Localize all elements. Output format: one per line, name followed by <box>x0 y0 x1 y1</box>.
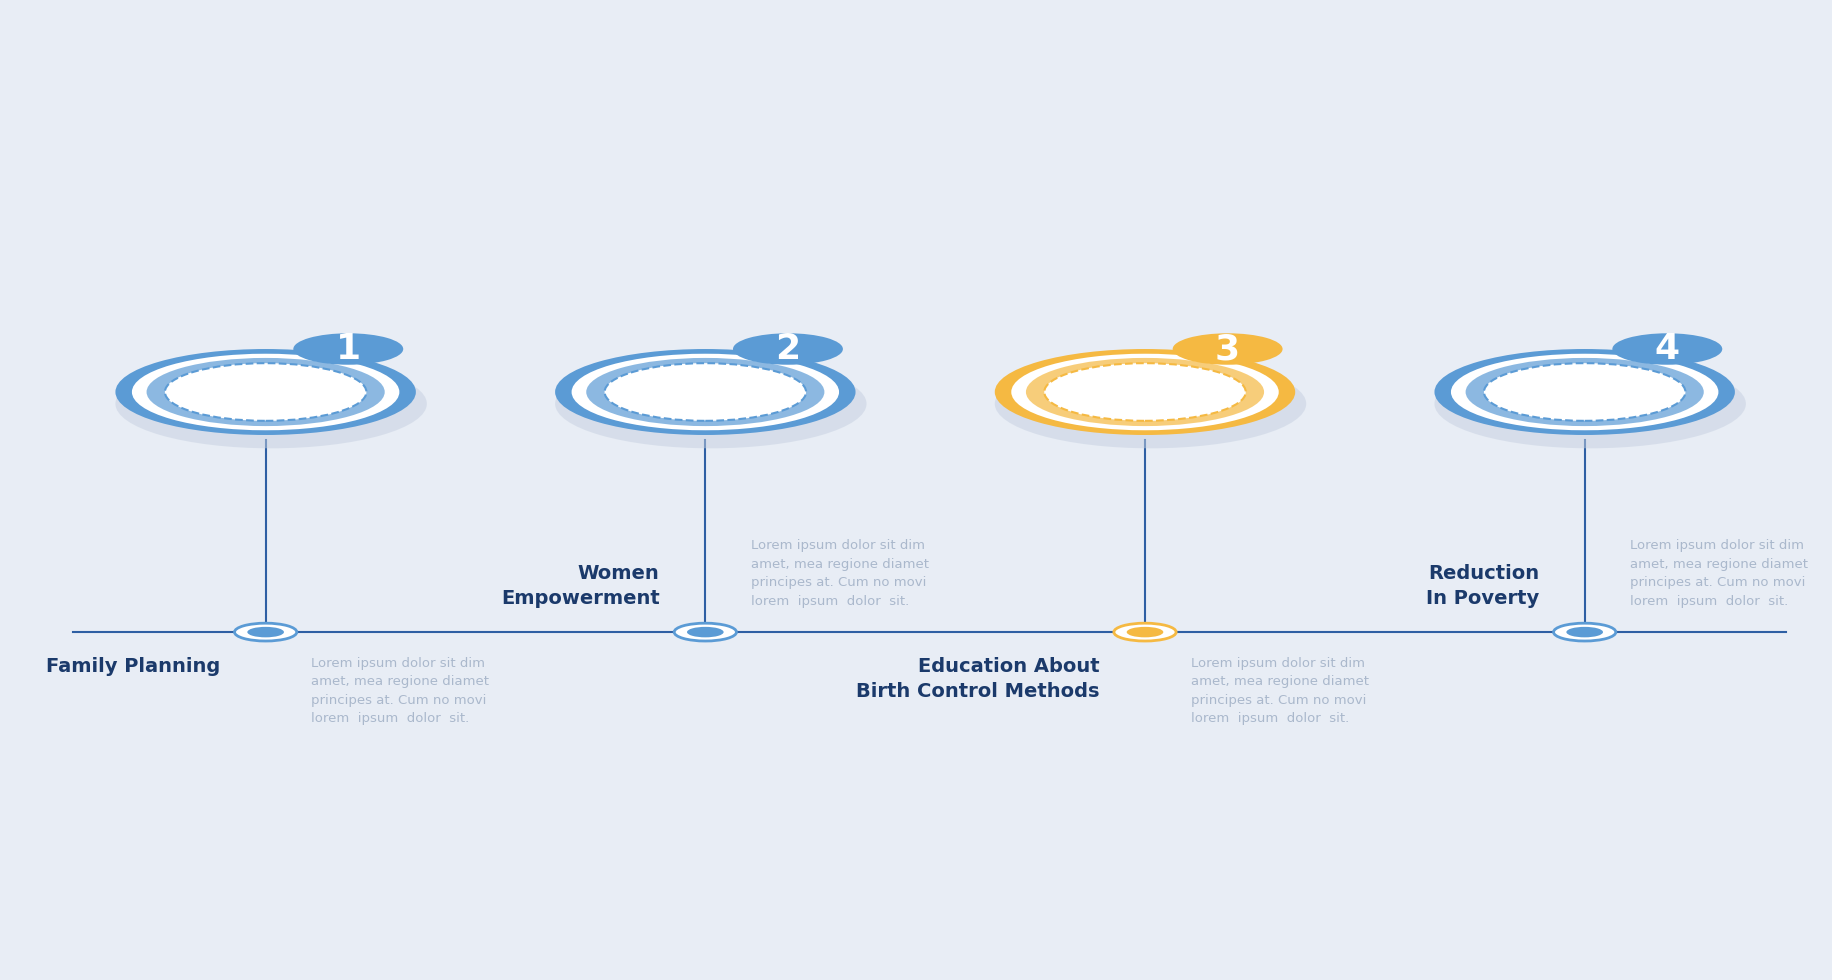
Ellipse shape <box>115 360 427 448</box>
Ellipse shape <box>995 349 1295 435</box>
Ellipse shape <box>147 358 385 426</box>
Ellipse shape <box>1484 364 1685 420</box>
Ellipse shape <box>555 349 856 435</box>
Ellipse shape <box>1114 623 1176 641</box>
Text: Lorem ipsum dolor sit dim
amet, mea regione diamet
principes at. Cum no movi
lor: Lorem ipsum dolor sit dim amet, mea regi… <box>1630 539 1808 608</box>
Text: 2: 2 <box>775 332 801 366</box>
Text: Women
Empowerment: Women Empowerment <box>500 564 660 608</box>
Ellipse shape <box>733 333 843 365</box>
Text: Lorem ipsum dolor sit dim
amet, mea regione diamet
principes at. Cum no movi
lor: Lorem ipsum dolor sit dim amet, mea regi… <box>751 539 929 608</box>
Text: Reduction
In Poverty: Reduction In Poverty <box>1425 564 1539 608</box>
Ellipse shape <box>293 333 403 365</box>
Ellipse shape <box>234 623 297 641</box>
Ellipse shape <box>1566 627 1603 637</box>
Ellipse shape <box>1466 358 1704 426</box>
Ellipse shape <box>586 358 824 426</box>
Text: 3: 3 <box>1215 332 1240 366</box>
Ellipse shape <box>1554 623 1616 641</box>
Ellipse shape <box>1451 354 1718 430</box>
Ellipse shape <box>1011 354 1279 430</box>
Ellipse shape <box>674 623 736 641</box>
Ellipse shape <box>555 360 867 448</box>
Ellipse shape <box>165 364 366 420</box>
Text: 1: 1 <box>335 332 361 366</box>
Text: 4: 4 <box>1654 332 1680 366</box>
Text: Family Planning: Family Planning <box>46 657 220 675</box>
Text: Lorem ipsum dolor sit dim
amet, mea regione diamet
principes at. Cum no movi
lor: Lorem ipsum dolor sit dim amet, mea regi… <box>1191 657 1369 725</box>
Ellipse shape <box>1127 627 1163 637</box>
Ellipse shape <box>247 627 284 637</box>
Ellipse shape <box>605 364 806 420</box>
Ellipse shape <box>1044 364 1246 420</box>
Ellipse shape <box>1612 333 1722 365</box>
Text: Lorem ipsum dolor sit dim
amet, mea regione diamet
principes at. Cum no movi
lor: Lorem ipsum dolor sit dim amet, mea regi… <box>311 657 489 725</box>
Ellipse shape <box>687 627 724 637</box>
Ellipse shape <box>995 360 1306 448</box>
Ellipse shape <box>132 354 399 430</box>
Ellipse shape <box>1434 349 1735 435</box>
Ellipse shape <box>1172 333 1282 365</box>
Ellipse shape <box>1434 360 1746 448</box>
Text: Education About
Birth Control Methods: Education About Birth Control Methods <box>856 657 1099 701</box>
Ellipse shape <box>1026 358 1264 426</box>
Ellipse shape <box>572 354 839 430</box>
Ellipse shape <box>115 349 416 435</box>
